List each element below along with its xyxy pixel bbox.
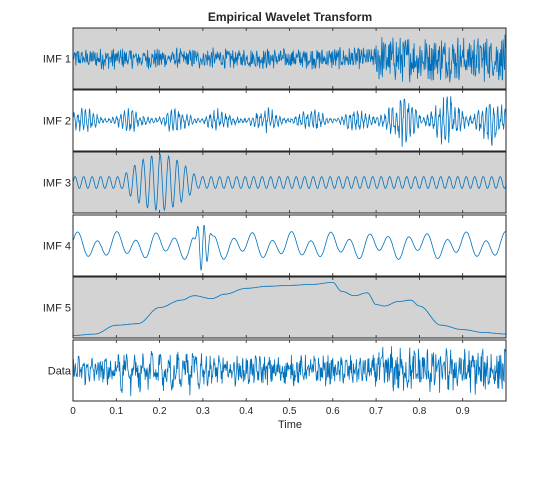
x-tick-label: 0 bbox=[70, 406, 76, 417]
x-tick-label: 0.4 bbox=[239, 406, 253, 417]
panel-background bbox=[73, 90, 506, 151]
x-axis-label: Time bbox=[278, 419, 302, 431]
panel-background bbox=[73, 215, 506, 276]
x-tick-label: 0.6 bbox=[326, 406, 340, 417]
panel-label: IMF 4 bbox=[43, 241, 71, 253]
x-tick-label: 0.8 bbox=[412, 406, 426, 417]
panel-label: IMF 1 bbox=[43, 54, 71, 66]
x-axis: 0 0.1 0.2 0.3 0.4 0.5 0.6 0.7 0.8 0.9 bbox=[70, 406, 470, 417]
series-line bbox=[72, 153, 507, 212]
panels-group: IMF 1 IMF 2 IMF 3 IMF 4 IMF 5 Data bbox=[43, 27, 507, 402]
x-tick-label: 0.9 bbox=[456, 406, 470, 417]
series-line bbox=[72, 224, 507, 272]
x-tick-label: 0.3 bbox=[196, 406, 210, 417]
series-line bbox=[72, 96, 507, 147]
panel-label: IMF 5 bbox=[43, 303, 71, 315]
chart-title: Empirical Wavelet Transform bbox=[208, 10, 372, 24]
panel-label: IMF 2 bbox=[43, 116, 71, 128]
x-tick-label: 0.7 bbox=[369, 406, 383, 417]
x-tick-label: 0.2 bbox=[153, 406, 167, 417]
series-line bbox=[73, 281, 507, 336]
series-line bbox=[72, 34, 507, 83]
x-tick-label: 0.1 bbox=[109, 406, 123, 417]
panel-label: IMF 3 bbox=[43, 178, 71, 190]
panel-label: Data bbox=[48, 366, 72, 378]
series-line bbox=[72, 346, 507, 397]
x-tick-label: 0.5 bbox=[283, 406, 297, 417]
panel-background bbox=[73, 277, 506, 338]
